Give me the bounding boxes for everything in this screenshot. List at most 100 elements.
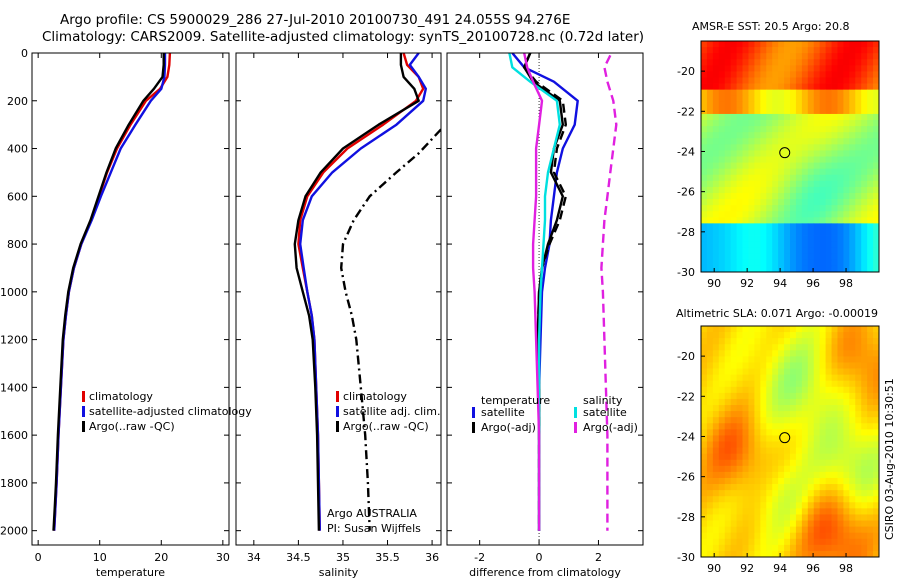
heatmap-cell — [831, 168, 838, 176]
heatmap-cell — [867, 47, 874, 54]
heatmap-cell — [843, 162, 850, 170]
heatmap-cell — [706, 326, 714, 333]
heatmap-cell — [760, 229, 767, 236]
heatmap-cell — [718, 459, 726, 467]
heatmap-cell — [867, 77, 874, 84]
heatmap-cell — [795, 459, 803, 467]
heatmap-cell — [760, 162, 767, 170]
heatmap-cell — [867, 380, 874, 388]
heatmap-cell — [855, 532, 862, 540]
heatmap-cell — [766, 465, 773, 473]
heatmap-cell — [837, 465, 844, 473]
heatmap-cell — [837, 368, 844, 376]
heatmap-cell — [706, 180, 714, 188]
heatmap-cell — [718, 53, 726, 60]
heatmap-cell — [849, 411, 856, 418]
heatmap-cell — [724, 514, 732, 521]
heatmap-cell — [736, 65, 743, 72]
heatmap-cell — [849, 368, 856, 376]
heatmap-cell — [760, 156, 767, 163]
heatmap-cell — [706, 368, 714, 376]
heatmap-cell — [718, 41, 726, 48]
heatmap-cell — [855, 441, 862, 448]
heatmap-cell — [790, 186, 797, 194]
heatmap-cell — [766, 471, 773, 479]
heatmap-cell — [855, 392, 862, 400]
heatmap-cell — [730, 138, 737, 145]
heatmap-cell — [736, 205, 743, 212]
heatmap-cell — [718, 59, 726, 66]
heatmap-cell — [736, 502, 743, 509]
heatmap-cell — [712, 392, 720, 400]
heatmap-cell — [795, 186, 803, 194]
heatmap-cell — [843, 441, 850, 448]
heatmap-cell — [825, 144, 832, 151]
heatmap-cell — [701, 459, 708, 467]
heatmap-cell — [819, 496, 826, 503]
heatmap-cell — [819, 441, 826, 448]
heatmap-cell — [706, 205, 714, 212]
heatmap-cell — [849, 192, 856, 200]
heatmap-cell — [760, 205, 767, 212]
heatmap-cell — [701, 362, 708, 369]
heatmap-cell — [712, 192, 720, 200]
heatmap-cell — [730, 453, 737, 461]
heatmap-cell — [825, 538, 832, 546]
heatmap-cell — [730, 174, 737, 182]
y-tick-label: -26 — [677, 186, 695, 199]
heatmap-cell — [748, 162, 755, 170]
heatmap-cell — [718, 259, 726, 267]
heatmap-cell — [736, 350, 743, 357]
legend-swatch — [336, 406, 339, 417]
heatmap-cell — [730, 441, 737, 448]
heatmap-cell — [790, 405, 797, 412]
heatmap-cell — [748, 496, 755, 503]
heatmap-cell — [742, 180, 749, 188]
heatmap-cell — [807, 186, 815, 194]
heatmap-cell — [706, 526, 714, 534]
heatmap-cell — [867, 538, 874, 546]
series-line-salinity-2 — [293, 53, 420, 531]
heatmap-cell — [748, 211, 755, 218]
heatmap-cell — [766, 120, 773, 127]
heatmap-cell — [873, 113, 880, 121]
heatmap-cell — [790, 423, 797, 430]
heatmap-cell — [784, 65, 791, 72]
heatmap-cell — [754, 374, 761, 382]
heatmap-cell — [849, 101, 856, 109]
heatmap-cell — [772, 441, 779, 448]
heatmap-cell — [873, 447, 880, 455]
heatmap-cell — [837, 514, 844, 521]
heatmap-cell — [724, 253, 732, 261]
heatmap-cell — [736, 386, 743, 394]
heatmap-cell — [730, 265, 737, 273]
heatmap-cell — [819, 502, 826, 509]
heatmap-cell — [742, 338, 749, 345]
heatmap-cell — [760, 532, 767, 540]
heatmap-cell — [801, 502, 809, 509]
heatmap-cell — [712, 538, 720, 546]
heatmap-cell — [849, 211, 856, 218]
heatmap-cell — [766, 411, 773, 418]
heatmap-cell — [701, 95, 708, 103]
heatmap-cell — [861, 120, 868, 127]
heatmap-cell — [801, 477, 809, 485]
legend-swatch — [574, 407, 577, 418]
heatmap-cell — [813, 126, 821, 133]
heatmap-cell — [867, 192, 874, 200]
annotation-line1: Argo AUSTRALIA — [327, 507, 417, 520]
heatmap-cell — [778, 235, 785, 243]
heatmap-cell — [718, 405, 726, 412]
heatmap-cell — [843, 247, 850, 255]
heatmap-cell — [772, 411, 779, 418]
heatmap-cell — [849, 514, 856, 521]
heatmap-cell — [754, 241, 761, 249]
heatmap-cell — [772, 217, 779, 224]
heatmap-cell — [819, 59, 826, 66]
heatmap-cell — [784, 168, 791, 176]
heatmap-cell — [706, 144, 714, 151]
heatmap-cell — [778, 344, 785, 351]
heatmap-cell — [748, 350, 755, 357]
heatmap-cell — [855, 459, 862, 467]
heatmap-cell — [778, 168, 785, 176]
